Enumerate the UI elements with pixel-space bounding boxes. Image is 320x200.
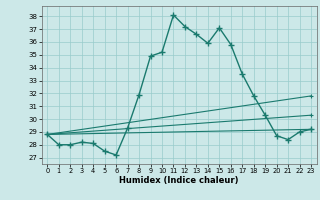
X-axis label: Humidex (Indice chaleur): Humidex (Indice chaleur) xyxy=(119,176,239,185)
